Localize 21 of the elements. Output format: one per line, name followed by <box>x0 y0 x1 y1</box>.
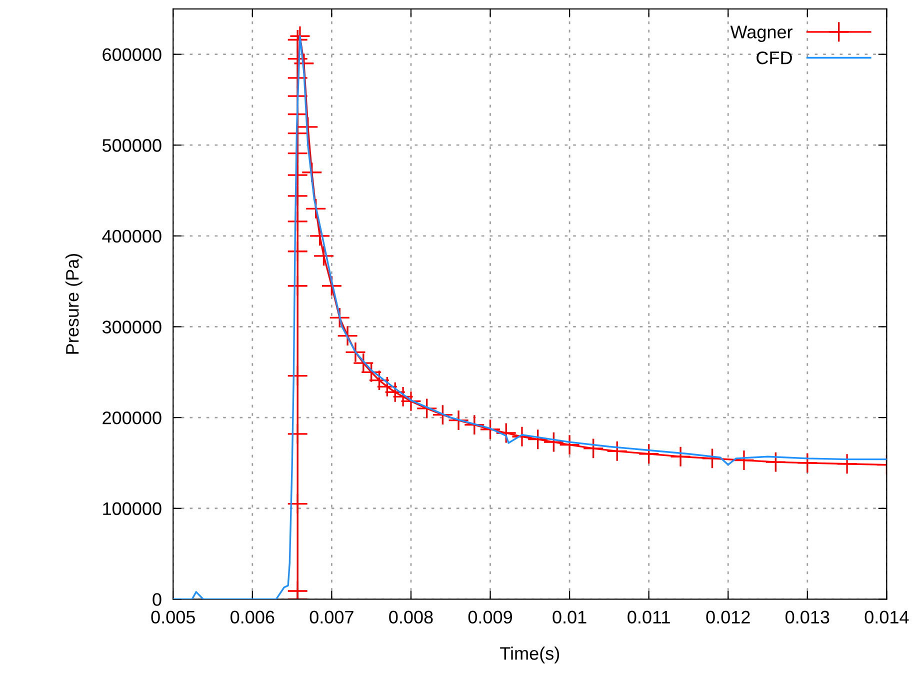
x-axis-title: Time(s) <box>500 646 560 664</box>
x-tick-label: 0.006 <box>230 610 274 624</box>
x-tick-label: 0.014 <box>864 610 909 624</box>
y-tick-label: 400000 <box>102 230 162 243</box>
x-tick-label: 0.008 <box>389 610 433 624</box>
y-tick-label: 200000 <box>102 411 162 424</box>
y-tick-label: 500000 <box>102 139 162 152</box>
x-tick-label: 0.005 <box>151 610 195 624</box>
y-axis-title: Presure (Pa) <box>65 254 82 354</box>
y-tick-label: 600000 <box>102 48 162 62</box>
y-tick-label: 300000 <box>102 320 162 334</box>
x-tick-label: 0.013 <box>786 610 830 624</box>
legend-label: Wagner <box>730 26 793 42</box>
x-tick-label: 0.012 <box>706 610 750 624</box>
x-tick-label: 0.007 <box>310 610 354 624</box>
y-tick-label: 100000 <box>103 502 162 516</box>
x-tick-label: 0.01 <box>552 610 586 624</box>
x-tick-label: 0.009 <box>468 610 512 624</box>
y-tick-label: 0 <box>152 593 162 606</box>
x-tick-label: 0.011 <box>628 610 670 624</box>
legend-label: CFD <box>756 51 792 64</box>
